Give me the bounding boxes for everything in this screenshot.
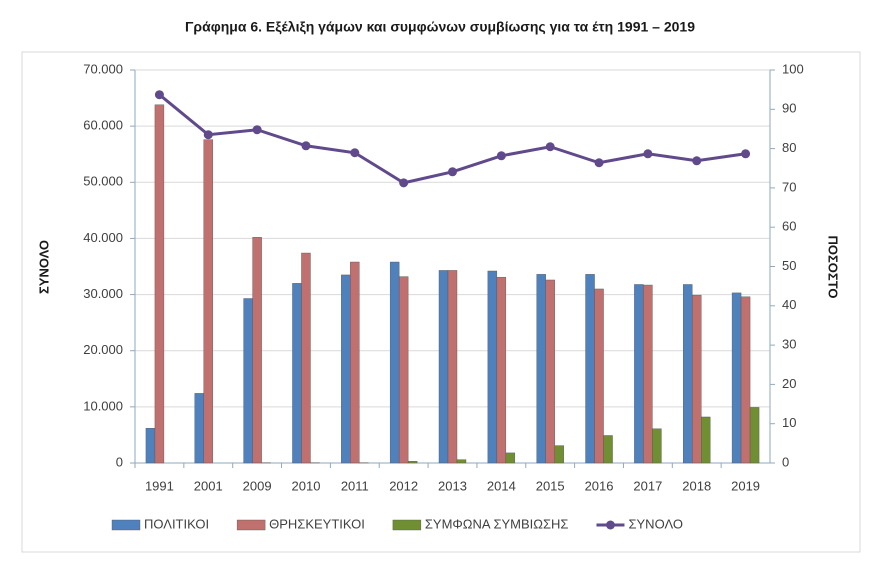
x-tick-label: 2017 [633, 478, 662, 493]
bar [243, 298, 253, 464]
bar [683, 284, 693, 464]
bar [203, 139, 213, 464]
x-tick-label: 2015 [536, 478, 565, 493]
y2-tick-label: 80 [782, 140, 796, 155]
y-tick-label: 50.000 [83, 174, 123, 189]
legend-label: ΘΡΗΣΚΕΥΤΙΚΟΙ [269, 516, 365, 531]
bar [740, 296, 751, 464]
x-tick-label: 2014 [487, 478, 516, 493]
y-tick-label: 0 [116, 454, 123, 469]
line-marker [496, 151, 506, 161]
bar [398, 276, 409, 464]
line-marker [643, 149, 653, 159]
legend-label: ΣΥΜΦΩΝΑ ΣΥΜΒΙΩΣΗΣ [425, 516, 569, 531]
bar [749, 407, 760, 464]
y-tick-label: 40.000 [83, 230, 123, 245]
bar [634, 284, 644, 464]
x-tick-label: 2016 [585, 478, 614, 493]
bar [341, 274, 351, 464]
legend-label: ΠΟΛΙΤΙΚΟΙ [144, 516, 209, 531]
bar [252, 237, 262, 464]
bar [505, 452, 516, 464]
bar [545, 279, 555, 464]
legend-swatch [605, 520, 615, 530]
line-marker [399, 178, 409, 188]
line-marker [545, 142, 555, 152]
bar [603, 435, 613, 464]
y2-tick-label: 90 [782, 101, 796, 116]
y2-axis-title: ΠΟΣΟΣΤΟ [826, 235, 841, 298]
bar [585, 274, 595, 464]
y-tick-label: 60.000 [83, 118, 123, 133]
bar [731, 292, 742, 464]
y2-tick-label: 70 [782, 179, 796, 194]
y-tick-label: 30.000 [83, 286, 123, 301]
bar [496, 276, 507, 464]
chart-frame [21, 51, 861, 553]
bar [145, 427, 156, 464]
y-tick-label: 70.000 [83, 61, 123, 76]
bar [652, 428, 662, 464]
legend-swatch [392, 519, 422, 531]
x-tick-label: 2011 [341, 478, 369, 493]
bar [389, 261, 400, 464]
x-tick-label: 2013 [438, 478, 467, 493]
line-marker [741, 149, 751, 159]
x-tick-label: 2012 [389, 478, 418, 493]
bar [301, 252, 311, 464]
y2-tick-label: 0 [782, 454, 789, 469]
bar [447, 270, 458, 464]
line-marker [350, 148, 360, 158]
y-tick-label: 20.000 [83, 342, 123, 357]
bar [154, 104, 165, 464]
x-tick-label: 2010 [292, 478, 321, 493]
bar [554, 445, 564, 464]
y-axis-title: ΣΥΝΟΛΟ [36, 240, 51, 294]
y2-tick-label: 20 [782, 376, 796, 391]
bar [292, 283, 302, 464]
bar [438, 270, 449, 464]
y2-tick-label: 100 [782, 61, 804, 76]
bar [194, 393, 204, 464]
y2-tick-label: 50 [782, 258, 796, 273]
line-marker [301, 141, 311, 151]
line-marker [448, 167, 457, 177]
x-tick-label: 2001 [194, 478, 223, 493]
y2-tick-label: 30 [782, 337, 796, 352]
bar [407, 461, 418, 464]
y2-tick-label: 40 [782, 297, 796, 312]
bar [692, 294, 702, 464]
y2-tick-label: 10 [782, 415, 796, 430]
line-marker [692, 156, 702, 166]
x-tick-label: 2018 [682, 478, 711, 493]
bar [594, 288, 604, 464]
chart-title: Γράφημα 6. Εξέλιξη γάμων και συμφώνων συ… [185, 19, 695, 35]
x-tick-label: 1991 [145, 478, 174, 493]
line-marker [154, 90, 164, 100]
y-tick-label: 10.000 [83, 398, 123, 413]
line-marker [594, 158, 604, 168]
legend-swatch [111, 519, 141, 531]
bar [487, 270, 498, 464]
bar [456, 459, 467, 464]
x-tick-label: 2019 [731, 478, 760, 493]
bar [536, 274, 546, 464]
bar [643, 284, 653, 464]
y2-tick-label: 60 [782, 219, 796, 234]
bar [350, 261, 360, 464]
line-marker [252, 125, 262, 135]
bar [701, 416, 711, 464]
line-marker [203, 130, 213, 140]
legend-swatch [236, 519, 266, 531]
x-tick-label: 2009 [243, 478, 272, 493]
legend-label: ΣΥΝΟΛΟ [628, 516, 683, 531]
